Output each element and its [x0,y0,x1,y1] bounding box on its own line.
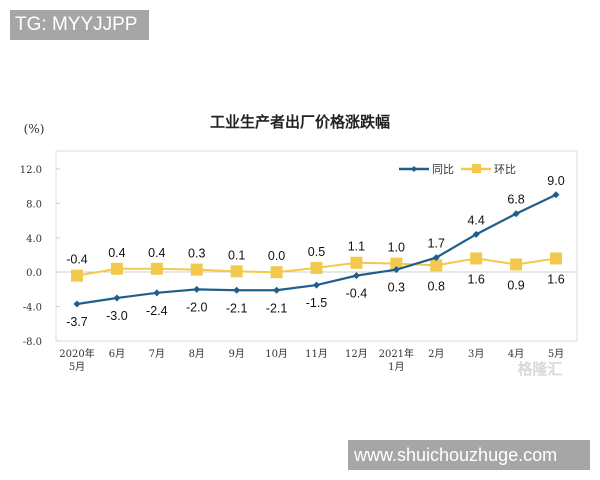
diamond-marker-icon [411,166,417,172]
data-point [472,230,480,238]
x-tick-label: 11月 [305,348,328,360]
y-tick-label: -8.0 [23,337,42,348]
x-tick-label: 10月 [265,348,288,360]
x-tick-label: 2020年 [59,347,94,360]
data-label-mom: 0.4 [108,246,125,260]
data-label-mom: 0.8 [428,279,445,293]
data-point [430,259,443,272]
data-label-mom: 0.3 [188,247,205,261]
data-label-yoy: -2.1 [226,301,248,315]
data-point [153,289,161,297]
data-point [190,263,203,276]
data-point [73,300,81,308]
svg-text:同比: 同比 [432,163,454,176]
data-label-mom: 1.6 [467,272,484,286]
watermark: 格隆汇 [517,360,562,378]
x-tick-label: 3月 [468,348,484,360]
x-tick-label: 6月 [109,348,125,360]
y-tick-label: 8.0 [26,199,42,210]
x-tick-label: 2021年 [379,347,414,360]
legend: 同比 环比 [399,163,516,176]
data-point [470,252,483,265]
plot-area [55,150,578,342]
data-label-mom: 0.1 [228,248,245,262]
data-point [352,272,360,280]
legend-item-yoy: 同比 [399,163,454,176]
data-label-yoy: 1.7 [428,237,445,251]
x-tick-label: 5月 [69,361,85,373]
data-point [233,286,241,294]
data-point [113,294,121,302]
legend-item-mom: 环比 [461,163,516,176]
data-label-mom: 0.0 [268,249,285,263]
data-label-yoy: -2.4 [146,304,168,318]
data-label-yoy: -3.0 [106,309,128,323]
data-point [552,191,560,199]
data-point [550,252,562,265]
data-label-mom: 0.5 [308,245,325,259]
x-tick-label: 12月 [345,348,368,360]
data-label-mom: -0.4 [66,253,88,267]
website-tag: www.shuichouzhuge.com [348,440,590,470]
y-axis-unit: (%) [24,122,45,136]
data-point [313,281,320,289]
data-label-yoy: -0.4 [346,287,368,301]
x-tick-label: 2月 [428,348,444,360]
data-point [310,261,323,274]
x-tick-label: 8月 [189,348,205,360]
data-label-yoy: -2.0 [186,300,208,314]
data-label-mom: 0.4 [148,246,165,260]
data-point [390,257,403,270]
y-tick-label: 12.0 [20,165,42,176]
data-label-yoy: 4.4 [467,213,484,227]
y-tick-label: 0.0 [26,268,42,279]
x-tick-label: 4月 [508,348,524,360]
y-axis: 12.0 8.0 4.0 0.0 -4.0 -8.0 [20,165,60,348]
data-label-mom: 0.9 [507,278,524,292]
data-label-yoy: 6.8 [507,193,524,207]
data-label-yoy: 0.3 [388,281,405,295]
y-tick-label: -4.0 [23,303,42,314]
x-tick-label: 9月 [228,348,244,360]
data-point [273,286,281,294]
data-label-yoy: -2.1 [266,301,288,315]
data-point [230,265,243,278]
y-tick-label: 4.0 [26,234,42,245]
data-point [392,266,400,274]
data-point [350,256,363,269]
data-label-mom: 1.6 [547,272,564,286]
data-point [512,210,520,218]
data-point [150,262,163,275]
telegram-tag: TG: MYYJJPP [10,10,149,40]
data-label-mom: 1.0 [388,241,405,255]
x-tick-label: 7月 [149,348,165,360]
x-tick-label: 5月 [548,348,564,360]
series-layer: -3.7 -3.0 -2.4 -2.0 -2.1 -2.1 -1.5 -0.4 0.3 1.7 4.… [66,174,565,329]
x-tick-label: 1月 [388,361,404,373]
data-point [71,269,83,282]
data-label-yoy: -1.5 [306,296,328,310]
svg-text:环比: 环比 [494,163,516,176]
data-label-yoy: 9.0 [547,174,564,188]
data-point [270,266,283,279]
square-marker-icon [472,164,481,173]
data-point [432,254,440,262]
data-point [193,285,201,293]
chart-title: 工业生产者出厂价格涨跌幅 [210,113,390,131]
data-point [510,258,523,271]
data-label-mom: 1.1 [348,240,365,254]
data-label-yoy: -3.7 [66,315,88,329]
data-point [110,262,123,275]
